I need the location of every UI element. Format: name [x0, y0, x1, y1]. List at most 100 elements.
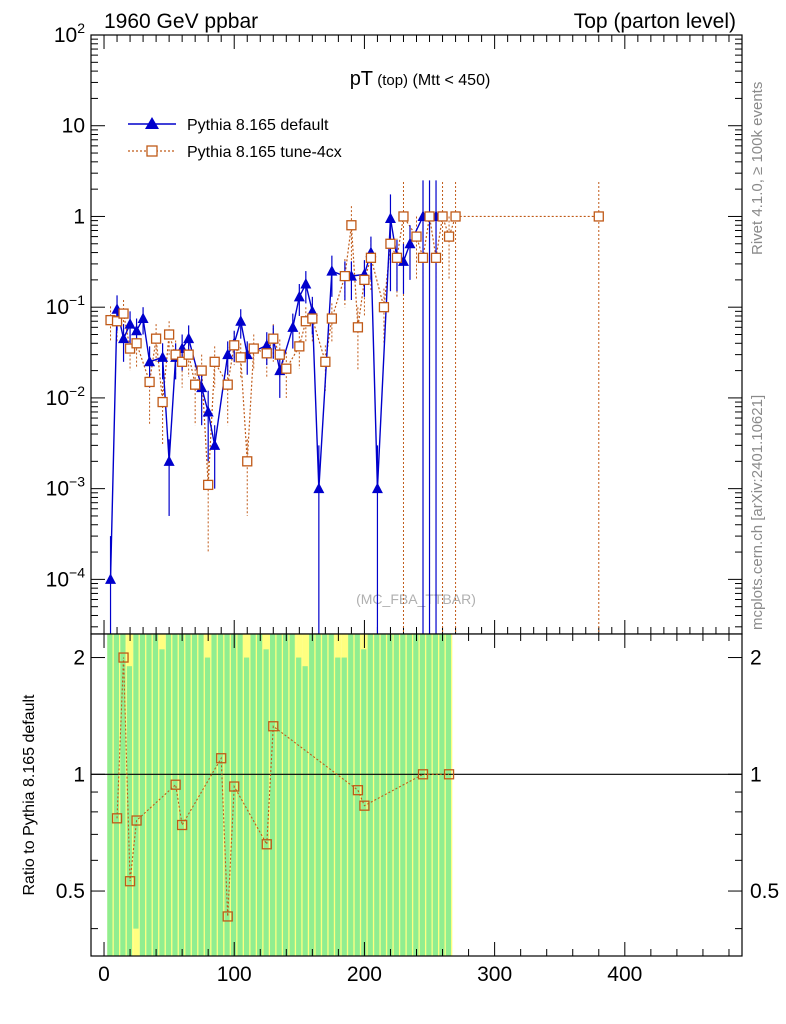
tune-data-point	[176, 356, 188, 367]
ratio-band-green	[328, 634, 334, 956]
main-plot-background	[91, 35, 742, 634]
ratio-band-green	[133, 634, 139, 929]
tune-data-point	[144, 376, 155, 388]
ratio-band-green	[243, 657, 250, 956]
ratio-band-green	[270, 634, 276, 956]
ratio-band-green	[107, 634, 113, 956]
ratio-y-tick-label-right: 2	[750, 647, 762, 670]
ratio-band-green	[152, 634, 159, 956]
ratio-band-green	[406, 634, 412, 956]
ratio-band-green	[224, 634, 230, 956]
ratio-band-green	[165, 634, 172, 956]
main-data-layer	[105, 180, 604, 662]
legend-default-marker	[145, 117, 159, 129]
tune-data-point	[183, 349, 194, 360]
ratio-plot-panel: 0.5 0.5 1 1 2 2 0 100 200 300 400	[56, 633, 779, 986]
header-observable-label: Top (parton level)	[574, 10, 736, 33]
ratio-band-green	[289, 634, 295, 956]
ratio-band-green	[348, 634, 354, 956]
ratio-band-green	[217, 634, 224, 956]
ratio-band-green	[113, 634, 119, 956]
chart-title: pT (top) (Mtt < 450)	[350, 68, 491, 90]
default-data-point	[261, 339, 273, 350]
ratio-band-green	[426, 634, 432, 956]
main-y-axis-ticks: 102 10 1 10−1 10−2 10−3 10−4	[46, 20, 742, 634]
chart-title-cut: (Mtt < 450)	[408, 72, 490, 89]
ratio-band-green	[296, 657, 302, 956]
default-data-point	[371, 482, 383, 494]
ratio-data-layer	[91, 652, 742, 922]
tune-data-point	[190, 379, 201, 390]
legend-default-label: Pythia 8.165 default	[187, 117, 329, 134]
main-y-tick-label: 10−4	[46, 564, 86, 591]
tune-data-point	[268, 333, 279, 344]
ratio-band-green	[263, 649, 269, 956]
ratio-y-axis-label: Ratio to Pythia 8.165 default	[21, 694, 38, 896]
tune-data-point	[307, 313, 318, 324]
tune-data-point	[157, 396, 168, 408]
x-tick-label: 100	[217, 963, 252, 986]
main-y-tick-label: 10	[62, 115, 85, 138]
x-tick-label: 400	[607, 963, 642, 986]
ratio-band-green	[146, 634, 152, 956]
ratio-band-green	[432, 634, 438, 956]
ratio-band-green	[374, 634, 380, 956]
tune-data-point	[443, 231, 455, 242]
default-data-point	[397, 255, 409, 266]
ratio-band-green	[211, 634, 217, 956]
tune-data-point	[450, 211, 461, 222]
tune-data-point	[196, 365, 207, 376]
ratio-plot-frame	[90, 633, 743, 957]
tune-data-point	[242, 456, 253, 467]
rivet-version-label: Rivet 4.1.0, ≥ 100k events	[749, 82, 766, 255]
ratio-data-point	[268, 721, 279, 732]
default-data-point	[287, 321, 299, 332]
tune-data-point	[417, 252, 429, 263]
chart-title-sub: (top)	[373, 72, 408, 89]
ratio-y-tick-label-left: 0.5	[56, 880, 85, 903]
ratio-band-green	[315, 634, 321, 956]
ratio-data-point	[352, 785, 364, 796]
default-data-point	[144, 355, 156, 367]
tune-data-point	[124, 343, 136, 354]
ratio-band-green	[159, 649, 165, 956]
tune-data-point	[352, 322, 364, 333]
ratio-series-line	[116, 657, 450, 917]
tune-data-point	[365, 252, 377, 263]
ratio-data-point	[170, 779, 181, 790]
tune-data-point	[339, 270, 351, 282]
main-y-tick-label: 102	[54, 20, 85, 47]
ratio-band-green	[387, 634, 393, 956]
ratio-data-point	[111, 813, 123, 824]
tune-data-point	[437, 211, 448, 222]
x-tick-label: 300	[477, 963, 512, 986]
ratio-data-point	[417, 769, 429, 780]
tune-data-point	[150, 333, 162, 344]
tune-data-point	[359, 274, 370, 286]
tune-data-point	[424, 211, 435, 222]
main-y-tick-label: 1	[73, 205, 85, 228]
ratio-band-green	[413, 634, 419, 956]
default-data-point	[105, 573, 117, 584]
tune-data-point	[593, 211, 604, 222]
ratio-band-green	[120, 634, 126, 956]
tune-data-point	[385, 238, 396, 249]
ratio-band-green	[341, 657, 347, 956]
ratio-band-green	[400, 634, 406, 956]
main-y-tick-label: 10−3	[46, 474, 86, 501]
default-data-point	[222, 348, 234, 360]
ratio-axis-ticks: 0.5 0.5 1 1 2 2 0 100 200 300 400	[56, 634, 779, 986]
ratio-band-green	[204, 657, 211, 956]
tune-data-point	[346, 220, 357, 231]
ratio-band-green	[191, 634, 198, 956]
default-data-point	[313, 482, 325, 494]
legend-tune-label: Pythia 8.165 tune-4cx	[187, 144, 342, 161]
chart-title-main: pT	[350, 68, 373, 90]
ratio-band-green	[276, 634, 282, 956]
legend-tune-marker	[146, 145, 158, 157]
ratio-band-green	[445, 634, 452, 956]
ratio-data-point	[118, 652, 129, 663]
tune-data-point	[235, 352, 246, 363]
ratio-band-green	[250, 634, 256, 956]
tune-data-point	[294, 341, 305, 352]
